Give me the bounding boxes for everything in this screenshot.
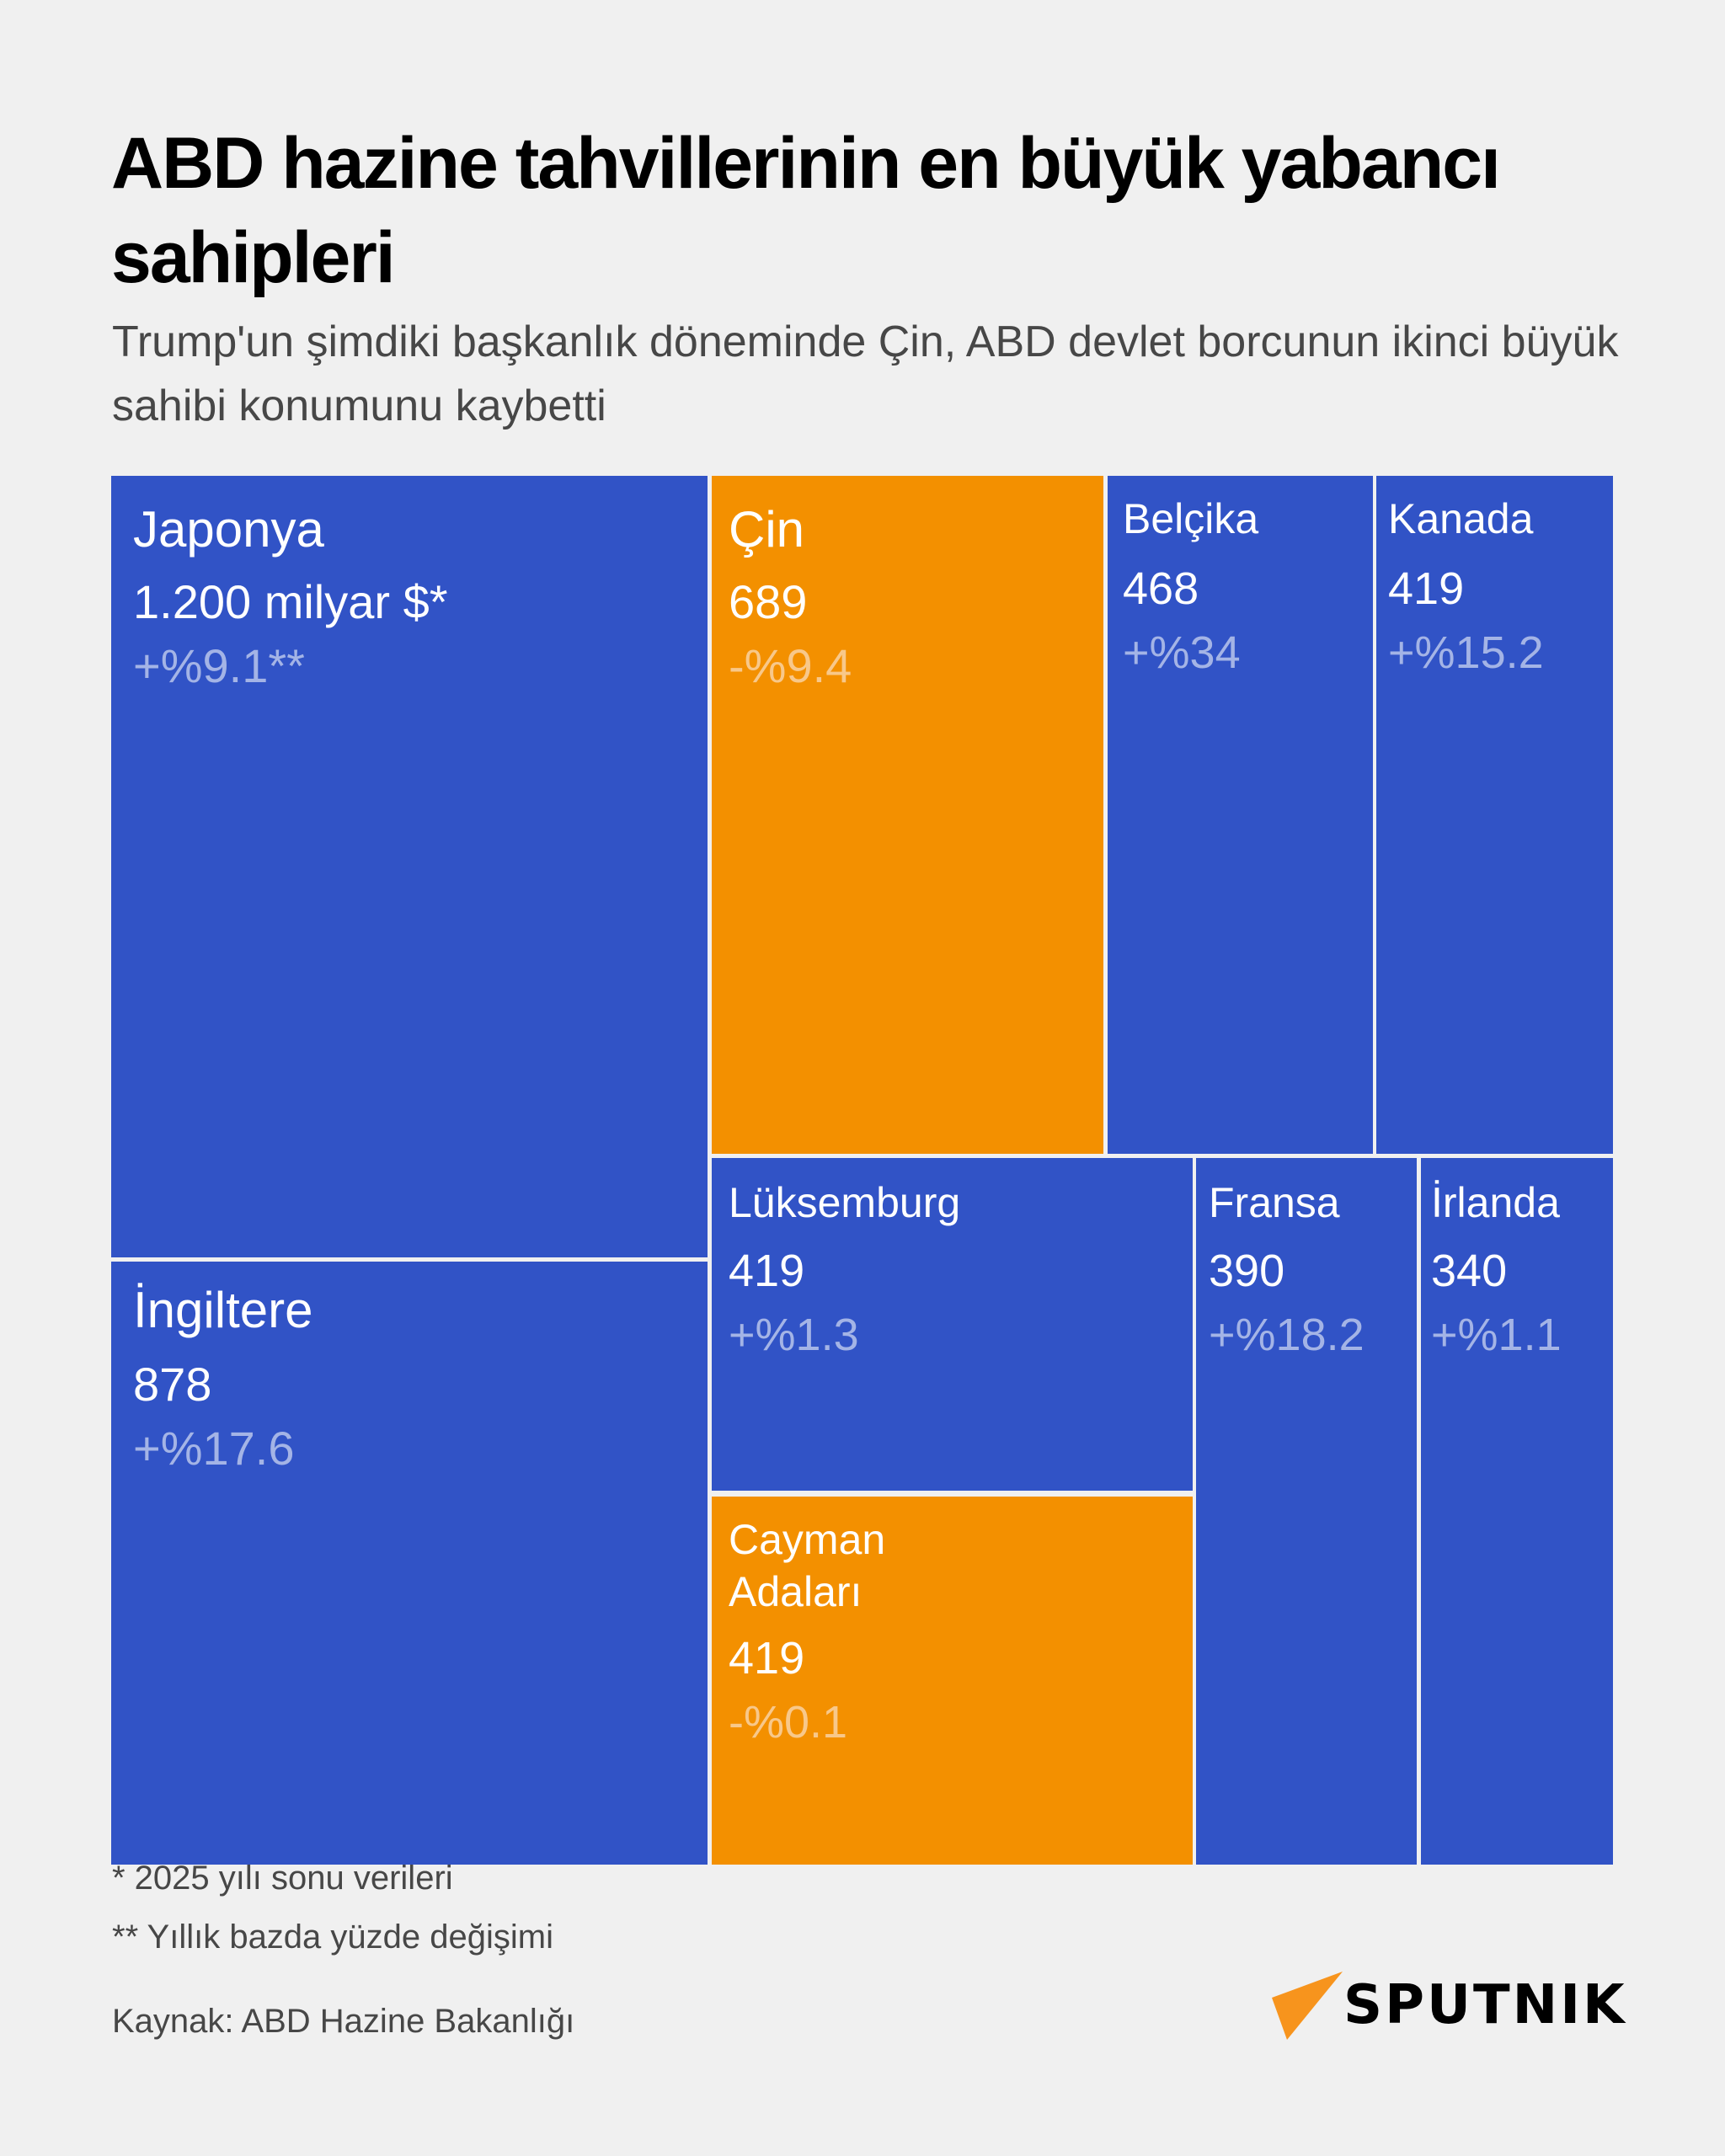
chart-title: ABD hazine tahvillerinin en büyük yabanc… xyxy=(111,123,1501,298)
cell-value: 1.200 milyar $* xyxy=(133,575,448,628)
cell-change: +%18.2 xyxy=(1209,1310,1365,1360)
treemap-cell-canada: Kanada 419 +%15.2 xyxy=(1376,476,1613,1154)
cell-name: Belçika xyxy=(1123,495,1259,542)
cell-value: 419 xyxy=(729,1633,805,1684)
cell-change: +%17.6 xyxy=(133,1422,295,1475)
cell-name: İrlanda xyxy=(1431,1179,1560,1226)
cell-value: 419 xyxy=(729,1246,805,1296)
sputnik-logo: SPUTNIK xyxy=(1268,1967,1625,2043)
treemap-cell-china: Çin 689 -%9.4 xyxy=(712,476,1103,1154)
logo-text: SPUTNIK xyxy=(1343,1974,1627,2036)
chart-subtitle: Trump'un şimdiki başkanlık döneminde Çin… xyxy=(112,318,1619,430)
cell-value: 340 xyxy=(1431,1246,1508,1296)
footnote-year-end: * 2025 yılı sonu verileri xyxy=(112,1860,453,1897)
treemap-cell-ireland: İrlanda 340 +%1.1 xyxy=(1421,1158,1613,1865)
cell-name: Fransa xyxy=(1209,1179,1340,1226)
cell-change: +%34 xyxy=(1123,627,1241,678)
cell-value: 878 xyxy=(133,1358,212,1411)
treemap-cell-uk: İngiltere 878 +%17.6 xyxy=(111,1262,708,1865)
cell-change: +%9.1** xyxy=(133,639,305,692)
sputnik-arrow-icon xyxy=(1272,1972,1343,2040)
cell-change: +%1.1 xyxy=(1431,1310,1562,1360)
treemap-cell-france: Fransa 390 +%18.2 xyxy=(1196,1158,1417,1865)
cell-value: 689 xyxy=(729,575,808,628)
treemap-cell-japan: Japonya 1.200 milyar $* +%9.1** xyxy=(111,476,708,1257)
treemap-cell-belgium: Belçika 468 +%34 xyxy=(1108,476,1373,1154)
cell-change: -%9.4 xyxy=(729,639,852,692)
cell-name: İngiltere xyxy=(133,1282,313,1338)
cell-name: Japonya xyxy=(133,501,324,558)
cell-value: 468 xyxy=(1123,563,1199,614)
treemap-cell-cayman-islands: Cayman Adaları 419 -%0.1 xyxy=(712,1497,1193,1865)
cell-change: +%1.3 xyxy=(729,1310,859,1360)
footnote-yoy-change: ** Yıllık bazda yüzde değişimi xyxy=(112,1919,553,1956)
treemap-cell-luxembourg: Lüksemburg 419 +%1.3 xyxy=(712,1158,1193,1491)
cell-value: 419 xyxy=(1388,563,1465,614)
cell-name: Çin xyxy=(729,501,805,558)
cell-change: -%0.1 xyxy=(729,1697,848,1748)
cell-name: Cayman Adaları xyxy=(729,1516,886,1615)
cell-name: Kanada xyxy=(1388,495,1534,542)
cell-change: +%15.2 xyxy=(1388,627,1544,678)
cell-name: Lüksemburg xyxy=(729,1179,961,1226)
cell-value: 390 xyxy=(1209,1246,1285,1296)
source-note: Kaynak: ABD Hazine Bakanlığı xyxy=(112,2003,575,2040)
